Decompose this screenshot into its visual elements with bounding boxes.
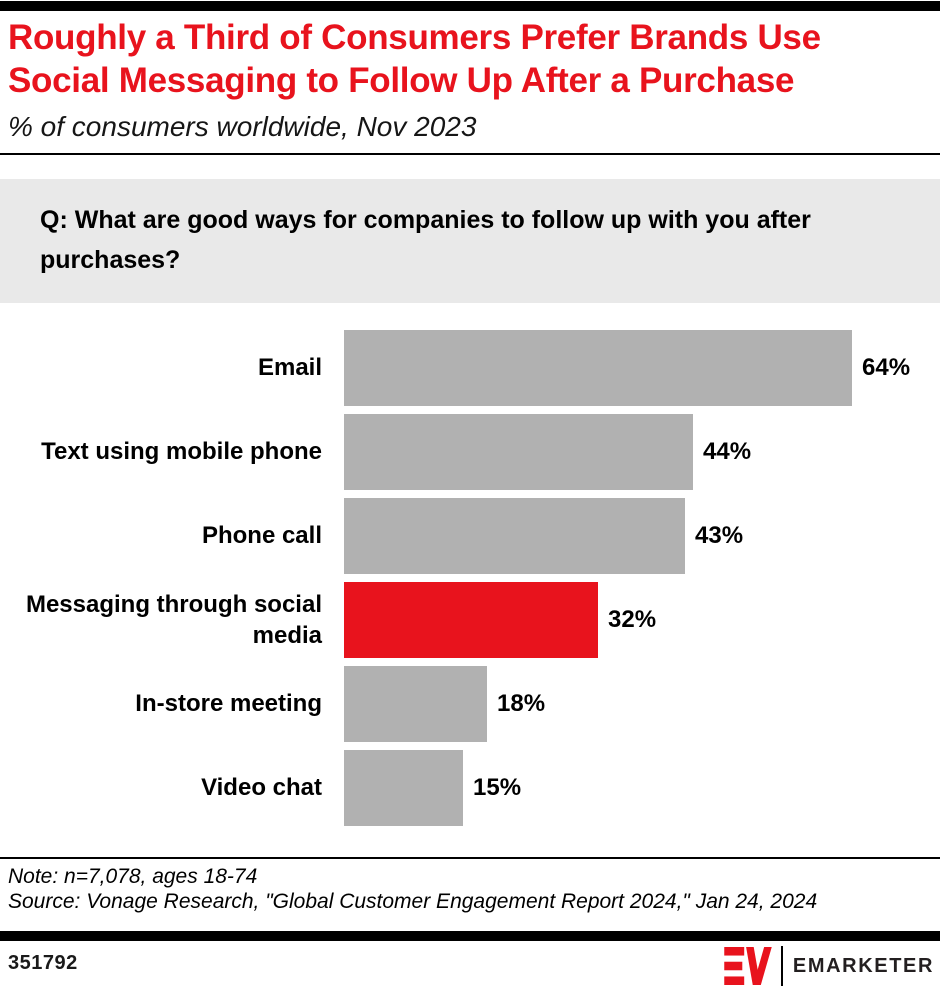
chart-row: Text using mobile phone 44% xyxy=(0,414,940,490)
chart-row: Email 64% xyxy=(0,330,940,406)
header: Roughly a Third of Consumers Prefer Bran… xyxy=(8,17,932,143)
value-label: 43% xyxy=(695,522,744,549)
question-box: Q: What are good ways for companies to f… xyxy=(0,179,940,303)
bar-social-messaging-highlighted xyxy=(344,582,598,658)
source-text: Source: Vonage Research, "Global Custome… xyxy=(8,890,818,913)
chart-row: Video chat 15% xyxy=(0,750,940,826)
bar-chart: Email 64% Text using mobile phone 44% Ph… xyxy=(0,330,940,834)
bar-track: 32% xyxy=(344,582,940,658)
value-label: 18% xyxy=(497,690,546,717)
footnote-divider xyxy=(0,857,940,859)
bar-email xyxy=(344,330,852,406)
bar-track: 18% xyxy=(344,666,940,742)
bar-text-mobile xyxy=(344,414,693,490)
bar-track: 44% xyxy=(344,414,940,490)
bar-video-chat xyxy=(344,750,463,826)
bar-phone-call xyxy=(344,498,685,574)
value-label: 32% xyxy=(608,606,657,633)
value-label: 15% xyxy=(473,774,522,801)
chart-title-line2: Social Messaging to Follow Up After a Pu… xyxy=(8,60,795,100)
bar-track: 43% xyxy=(344,498,940,574)
chart-title-line1: Roughly a Third of Consumers Prefer Bran… xyxy=(8,18,821,57)
chart-row: Messaging through social media 32% xyxy=(0,582,940,658)
category-label: Phone call xyxy=(201,522,322,550)
chart-row: In-store meeting 18% xyxy=(0,666,940,742)
category-label: Text using mobile phone xyxy=(41,438,322,466)
note-text: Note: n=7,078, ages 18-74 xyxy=(8,865,258,888)
bar-in-store xyxy=(344,666,487,742)
category-label: Email xyxy=(257,354,322,382)
category-label: In-store meeting xyxy=(135,690,322,718)
bar-track: 15% xyxy=(344,750,940,826)
footer-black-bar xyxy=(0,931,940,941)
chart-subtitle: % of consumers worldwide, Nov 2023 xyxy=(8,111,477,143)
brand-wordmark: EMARKETER xyxy=(792,954,934,977)
value-label: 64% xyxy=(862,354,911,381)
bar-track: 64% xyxy=(344,330,940,406)
category-label: Video chat xyxy=(201,774,322,802)
question-text: Q: What are good ways for companies to f… xyxy=(40,206,811,274)
chart-title: Roughly a Third of Consumers Prefer Bran… xyxy=(8,17,932,102)
emarketer-monogram-icon xyxy=(724,947,772,985)
chart-id: 351792 xyxy=(8,952,78,974)
header-divider xyxy=(0,153,940,155)
value-label: 44% xyxy=(703,438,752,465)
logo-divider xyxy=(780,946,783,986)
chart-row: Phone call 43% xyxy=(0,498,940,574)
category-label: Messaging through social media xyxy=(25,590,322,649)
emarketer-logo: EMARKETER xyxy=(724,946,934,986)
top-black-bar xyxy=(0,1,940,11)
